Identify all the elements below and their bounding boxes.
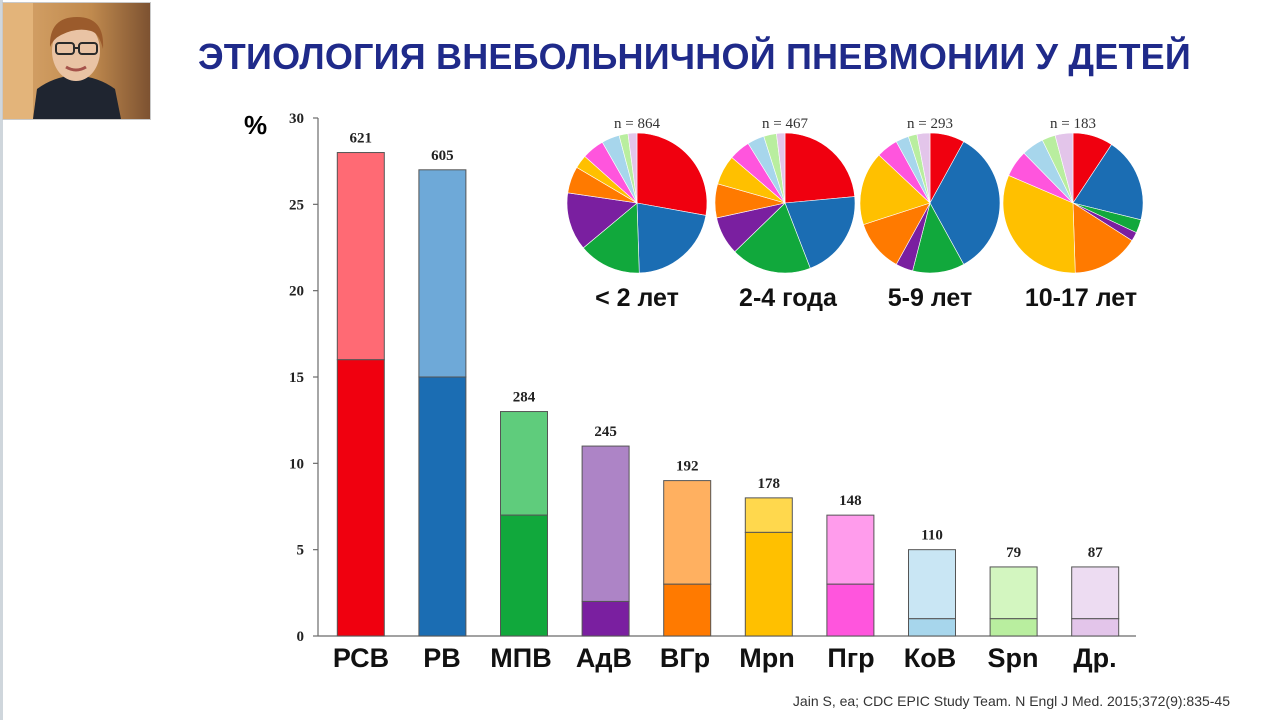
citation: Jain S, ea; CDC EPIC Study Team. N Engl … xyxy=(792,693,1230,709)
y-tick-label: 20 xyxy=(289,284,304,300)
y-tick-label: 30 xyxy=(289,111,304,127)
y-tick-label: 10 xyxy=(289,456,304,472)
bar-count-label: 110 xyxy=(921,528,943,544)
bar-segment-lower xyxy=(908,618,956,637)
pie-chart: n = 467 xyxy=(714,116,856,274)
category-label-spn: Spn xyxy=(987,643,1039,673)
pie-n-label: n = 293 xyxy=(907,116,953,132)
pie-slice xyxy=(784,196,856,269)
bar-segment-lower xyxy=(744,531,793,637)
bar-segment-lower xyxy=(989,618,1038,637)
category-label-rv: РВ xyxy=(423,643,461,673)
y-tick-label: 0 xyxy=(297,629,305,645)
pie-slice xyxy=(916,132,931,204)
bar-count-label: 79 xyxy=(1006,545,1021,561)
bar-count-label: 178 xyxy=(758,476,781,492)
bar-segment-lower xyxy=(663,583,712,637)
bar-segment-upper xyxy=(418,169,467,378)
y-axis-label: % xyxy=(244,110,268,140)
bar-segment-lower xyxy=(336,359,385,637)
webcam-thumbnail[interactable] xyxy=(2,2,151,120)
category-label-mpv: МПВ xyxy=(490,643,552,673)
pie-slice xyxy=(582,202,640,274)
pie-chart: n = 183 xyxy=(1002,116,1144,274)
bar-segment-upper xyxy=(744,497,793,533)
pie-slice xyxy=(734,202,811,274)
pie-label-10-17: 10-17 лет xyxy=(1024,284,1138,312)
bar-count-label: 192 xyxy=(676,459,699,475)
pie-label-under-2: < 2 лет xyxy=(595,284,679,312)
bar-segment-upper xyxy=(663,480,712,585)
pie-n-label: n = 467 xyxy=(762,116,808,132)
pie-chart: n = 293 xyxy=(859,116,1001,274)
pie-slice xyxy=(1072,144,1144,221)
bar-segment-upper xyxy=(1071,566,1120,620)
pie-slice xyxy=(1002,175,1076,274)
bar-segment-lower xyxy=(826,583,875,637)
category-label-vgr: ВГр xyxy=(659,643,711,673)
pie-slice xyxy=(636,202,707,274)
bar-segment-upper xyxy=(908,549,956,620)
bar-count-label: 284 xyxy=(513,390,536,406)
category-label-kov: КоВ xyxy=(903,643,957,673)
pie-label-5-9: 5-9 лет xyxy=(887,284,973,312)
pie-label-2-4: 2-4 года xyxy=(739,284,837,312)
bar-count-label: 148 xyxy=(839,493,862,509)
pie-n-label: n = 183 xyxy=(1050,116,1096,132)
pie-slice xyxy=(1072,202,1133,274)
presenter-video-frame xyxy=(3,3,150,119)
screen-left-edge xyxy=(0,0,3,720)
category-label-pgr: Пгр xyxy=(827,643,875,673)
bar-count-label: 605 xyxy=(431,148,454,164)
y-tick-label: 15 xyxy=(289,370,304,386)
y-tick-label: 5 xyxy=(297,543,305,559)
bar-segment-upper xyxy=(500,411,548,516)
category-label-other: Др. xyxy=(1073,643,1117,673)
category-label-mpn: Mpn xyxy=(739,643,795,673)
bar-count-label: 245 xyxy=(594,424,617,440)
pie-slice xyxy=(1054,132,1074,204)
pie-slice xyxy=(929,141,1001,265)
category-label-adv: АдВ xyxy=(575,643,633,673)
pie-slice xyxy=(566,192,638,249)
pie-slice xyxy=(859,154,931,226)
pie-slice xyxy=(776,132,786,204)
pie-chart: n = 864 xyxy=(566,116,708,274)
pie-slice xyxy=(784,132,856,204)
bar-count-label: 87 xyxy=(1088,545,1104,561)
pie-n-label: n = 864 xyxy=(614,116,660,132)
pie-slice xyxy=(636,132,708,216)
bar-segment-upper xyxy=(581,445,630,602)
bar-segment-lower xyxy=(500,514,548,637)
bar-segment-upper xyxy=(826,514,875,585)
category-label-rsv: РСВ xyxy=(332,643,390,673)
bar-segment-lower xyxy=(418,376,467,637)
bar-segment-lower xyxy=(581,600,630,637)
y-tick-label: 25 xyxy=(289,197,304,213)
slide-title: ЭТИОЛОГИЯ ВНЕБОЛЬНИЧНОЙ ПНЕВМОНИИ У ДЕТЕ… xyxy=(198,36,1191,77)
bar-segment-lower xyxy=(1071,618,1120,637)
bar-segment-upper xyxy=(989,566,1038,620)
bar-count-label: 621 xyxy=(350,131,373,147)
bar-segment-upper xyxy=(336,152,385,361)
pie-slice xyxy=(627,132,638,204)
